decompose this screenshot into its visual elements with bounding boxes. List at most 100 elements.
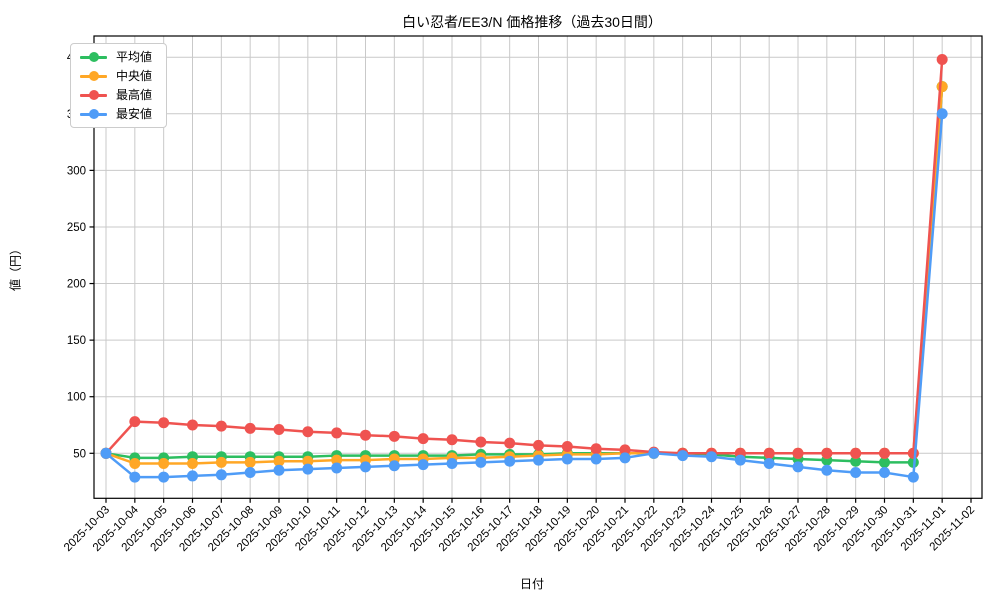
- chart-title: 白い忍者/EE3/N 価格推移（過去30日間）: [402, 14, 662, 30]
- legend-marker-icon: [80, 109, 107, 119]
- data-point: [936, 81, 948, 93]
- data-point: [792, 461, 804, 473]
- data-point: [158, 457, 170, 469]
- data-point: [244, 467, 256, 479]
- data-point: [388, 430, 400, 442]
- gridlines: [94, 36, 982, 499]
- data-point: [360, 429, 371, 441]
- data-point: [504, 437, 516, 449]
- legend-item-label: 平均値: [116, 50, 153, 64]
- series-markers-0: [100, 81, 948, 468]
- data-point: [446, 457, 458, 469]
- y-tick-label: 50: [73, 448, 86, 460]
- tick-marks: [89, 56, 972, 503]
- data-point: [561, 441, 573, 453]
- data-point: [504, 455, 516, 467]
- data-point: [821, 464, 833, 476]
- data-point: [129, 416, 141, 428]
- data-point: [187, 457, 198, 469]
- legend-item-1: 中央値: [80, 70, 152, 82]
- data-point: [619, 444, 631, 456]
- data-point: [273, 455, 285, 467]
- legend-item-3: 最安値: [80, 108, 152, 120]
- data-point: [879, 447, 890, 459]
- data-point: [273, 424, 285, 436]
- data-point: [158, 417, 170, 429]
- data-point: [446, 434, 458, 446]
- y-tick-label: 200: [67, 279, 86, 291]
- data-point: [706, 451, 717, 463]
- data-point: [936, 108, 948, 120]
- data-point: [590, 443, 602, 455]
- data-point: [677, 450, 689, 462]
- series-markers-2: [100, 53, 948, 459]
- legend-marker-icon: [80, 90, 107, 100]
- data-point: [273, 464, 285, 476]
- data-point: [850, 467, 862, 479]
- data-point: [244, 456, 256, 468]
- legend-marker-icon: [80, 52, 107, 62]
- data-point: [331, 462, 343, 474]
- legend-marker-icon: [80, 71, 107, 81]
- legend: 平均値中央値最高値最安値: [70, 43, 168, 128]
- data-point: [936, 53, 948, 65]
- legend-item-label: 最高値: [116, 88, 153, 102]
- data-point: [302, 463, 314, 475]
- legend-item-label: 最安値: [116, 107, 153, 121]
- legend-item-2: 最高値: [80, 89, 152, 101]
- data-point: [331, 454, 343, 466]
- data-point: [850, 447, 862, 459]
- data-point: [879, 467, 890, 479]
- y-tick-label: 150: [67, 335, 86, 347]
- data-point: [763, 447, 775, 459]
- data-point: [792, 447, 804, 459]
- data-point: [879, 456, 890, 468]
- data-point: [763, 457, 775, 469]
- data-point: [215, 420, 227, 432]
- data-point: [302, 455, 314, 467]
- data-point: [734, 454, 746, 466]
- data-point: [907, 447, 919, 459]
- series-line-3: [104, 112, 944, 479]
- data-point: [850, 455, 862, 467]
- legend-item-0: 平均値: [80, 51, 152, 63]
- series-markers-3: [100, 108, 948, 483]
- data-point: [619, 452, 631, 464]
- x-tick-labels: 2025-10-032025-10-042025-10-052025-10-06…: [62, 504, 977, 555]
- data-point: [215, 469, 227, 481]
- data-point: [187, 470, 198, 482]
- data-point: [331, 427, 343, 439]
- y-tick-label: 100: [67, 392, 86, 404]
- series-line-2: [104, 58, 944, 455]
- data-point: [533, 439, 544, 451]
- data-point: [388, 460, 400, 472]
- data-point: [244, 422, 256, 434]
- data-point: [475, 456, 487, 468]
- data-point: [475, 436, 487, 448]
- data-point: [648, 447, 660, 459]
- series-markers-1: [100, 81, 948, 469]
- data-point: [302, 426, 314, 438]
- data-point: [907, 471, 919, 483]
- data-point: [187, 419, 198, 431]
- data-point: [533, 454, 544, 466]
- data-point: [215, 456, 227, 468]
- series-line-1: [104, 85, 944, 465]
- data-point: [158, 471, 170, 483]
- data-point: [100, 447, 112, 459]
- data-point: [360, 461, 371, 473]
- data-point: [821, 447, 833, 459]
- legend-item-label: 中央値: [116, 69, 153, 83]
- data-point: [417, 459, 429, 471]
- x-axis-title: 日付: [519, 577, 544, 591]
- series-line-0: [104, 85, 944, 464]
- data-point: [561, 453, 573, 465]
- data-point: [129, 471, 141, 483]
- data-point: [129, 457, 141, 469]
- data-point: [417, 433, 429, 445]
- y-tick-label: 250: [67, 222, 86, 234]
- data-point: [590, 453, 602, 465]
- y-tick-label: 300: [67, 165, 86, 177]
